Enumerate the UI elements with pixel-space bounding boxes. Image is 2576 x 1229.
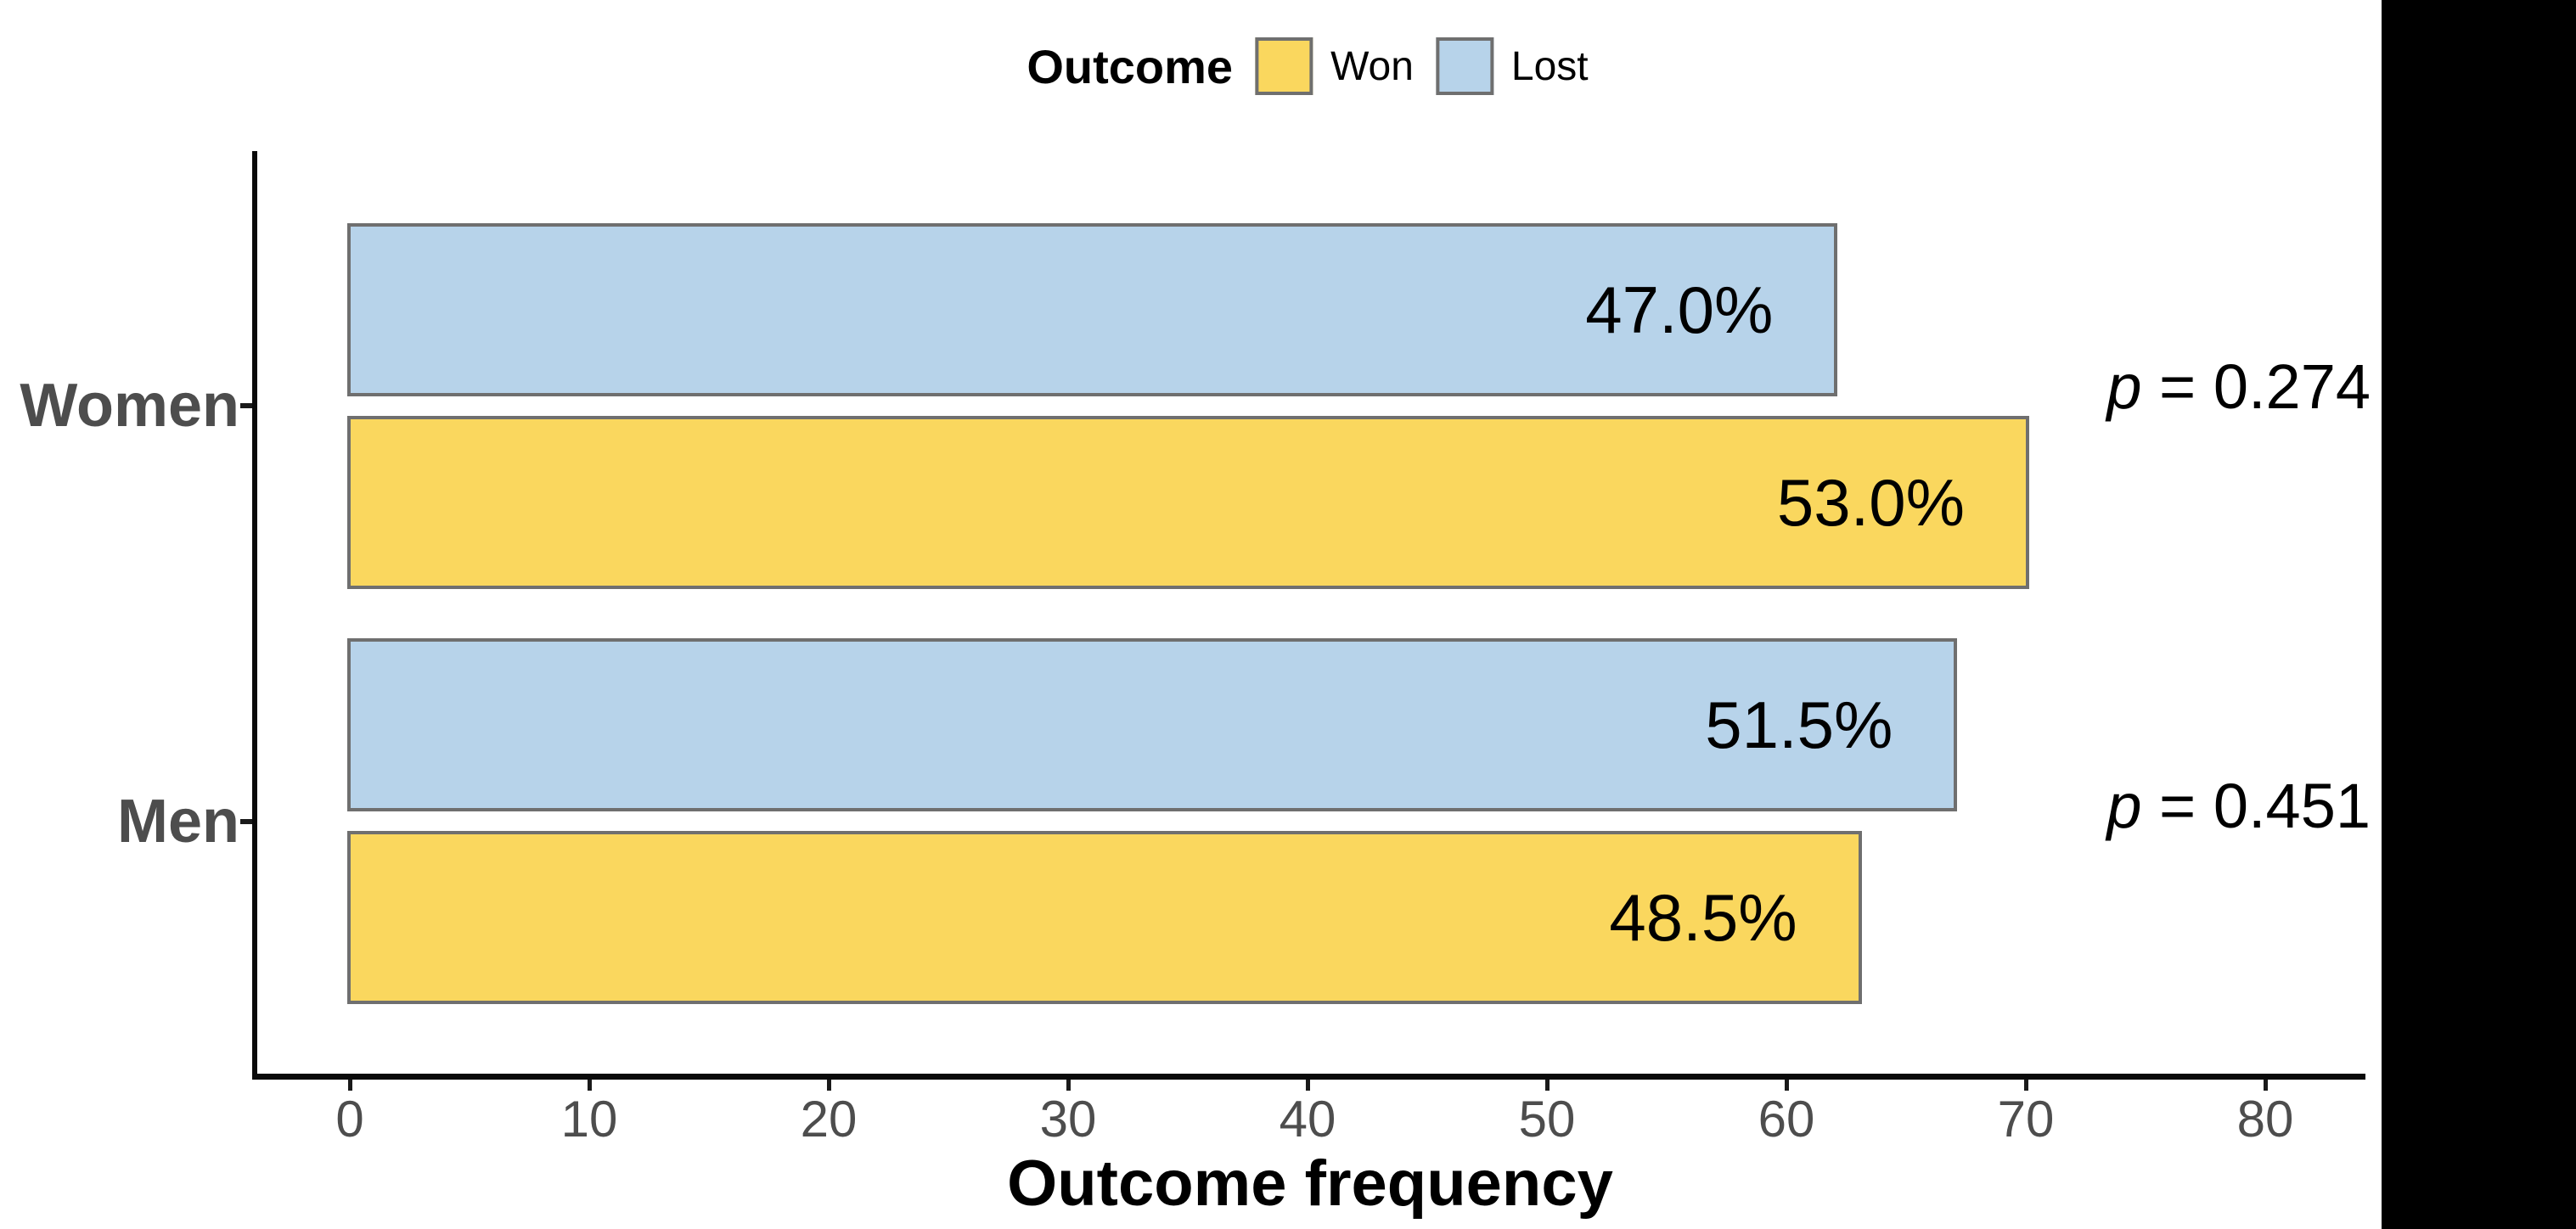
x-tick-label: 10 — [560, 1091, 618, 1148]
bar-label-men-won: 48.5% — [1609, 879, 1797, 955]
legend-item-won: Won — [1255, 37, 1414, 95]
y-tick-women — [240, 403, 252, 408]
legend-item-lost: Lost — [1435, 37, 1589, 95]
x-tick-label: 0 — [335, 1091, 364, 1148]
p-value-men: p = 0.451 — [2048, 768, 2371, 845]
legend-swatch-won-icon — [1255, 37, 1313, 95]
y-tick-men — [240, 819, 252, 824]
legend-title: Outcome — [1026, 39, 1234, 93]
x-tick-mark — [1785, 1080, 1789, 1091]
y-label-women: Women — [20, 372, 239, 440]
legend-label-lost: Lost — [1510, 43, 1589, 89]
x-tick-mark — [1545, 1080, 1550, 1091]
legend: Outcome Won Lost — [1026, 37, 1589, 95]
x-tick-mark — [827, 1080, 831, 1091]
x-tick-label: 30 — [1039, 1091, 1097, 1148]
x-tick-mark — [1306, 1080, 1310, 1091]
bar-men-lost: 51.5% — [347, 638, 1958, 811]
bar-men-won: 48.5% — [347, 831, 1862, 1004]
bar-label-women-won: 53.0% — [1776, 464, 1965, 540]
x-tick-label: 60 — [1758, 1091, 1815, 1148]
x-axis-title: Outcome frequency — [1007, 1148, 1613, 1220]
bar-label-women-lost: 47.0% — [1585, 272, 1774, 347]
p-value-women-text: = 0.274 — [2141, 351, 2371, 422]
p-symbol: p — [2106, 771, 2142, 841]
x-tick-label: 70 — [1997, 1091, 2055, 1148]
p-value-men-text: = 0.451 — [2141, 771, 2371, 841]
x-axis-line — [252, 1074, 2365, 1080]
x-tick-mark — [1066, 1080, 1071, 1091]
x-tick-mark — [2024, 1080, 2028, 1091]
x-tick-mark — [588, 1080, 592, 1091]
y-axis-line — [252, 151, 257, 1080]
p-value-women: p = 0.274 — [2048, 349, 2371, 425]
x-tick-label: 50 — [1518, 1091, 1576, 1148]
x-tick-label: 40 — [1279, 1091, 1336, 1148]
x-tick-mark — [348, 1080, 352, 1091]
y-label-men: Men — [117, 788, 239, 856]
p-symbol: p — [2106, 351, 2142, 422]
bar-women-lost: 47.0% — [347, 223, 1838, 396]
x-tick-label: 80 — [2236, 1091, 2294, 1148]
legend-swatch-lost-icon — [1435, 37, 1493, 95]
legend-label-won: Won — [1330, 43, 1414, 89]
bar-women-won: 53.0% — [347, 416, 2029, 589]
x-tick-mark — [2264, 1080, 2268, 1091]
x-tick-label: 20 — [800, 1091, 858, 1148]
bar-label-men-lost: 51.5% — [1705, 687, 1893, 762]
right-black-strip — [2382, 0, 2576, 1229]
